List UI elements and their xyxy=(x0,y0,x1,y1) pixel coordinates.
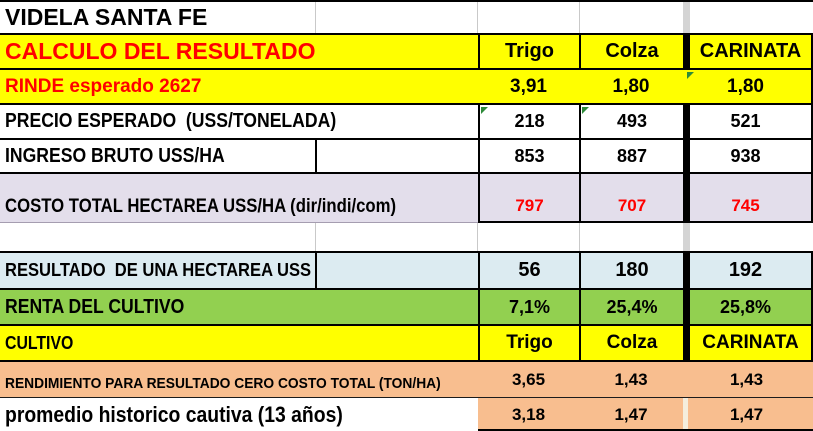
border-line xyxy=(478,429,813,431)
error-indicator-icon xyxy=(481,107,488,114)
gridline xyxy=(477,223,478,251)
cell-ingreso-label[interactable]: INGRESO BRUTO USS/HA xyxy=(5,144,225,167)
col-header-trigo-2[interactable]: Trigo xyxy=(478,326,579,360)
gridline xyxy=(579,223,580,251)
cell-costo-colza[interactable]: 707 xyxy=(579,174,683,223)
col-header-colza[interactable]: Colza xyxy=(579,35,683,68)
cell-title[interactable]: VIDELA SANTA FE xyxy=(0,2,315,33)
row-resultado: RESULTADO DE UNA HECTAREA USS 56 180 192 xyxy=(0,251,813,288)
cell-resultado-carinata[interactable]: 192 xyxy=(690,253,813,288)
gridline xyxy=(579,2,580,33)
gridline xyxy=(315,223,316,251)
section-title: CALCULO DEL RESULTADO xyxy=(5,38,316,64)
cell-resultado-colza[interactable]: 180 xyxy=(579,253,683,288)
row-rinde: RINDE esperado 2627 3,91 1,80 1,80 xyxy=(0,68,813,103)
cell-ingreso-trigo[interactable]: 853 xyxy=(478,140,579,172)
cell-precio-label[interactable]: PRECIO ESPERADO (USS/TONELADA) xyxy=(5,110,337,132)
cell-empty[interactable] xyxy=(315,253,478,288)
cell-renta-trigo[interactable]: 7,1% xyxy=(478,290,579,324)
row-cultivo: CULTIVO Trigo Colza CARINATA xyxy=(0,324,813,360)
column-divider xyxy=(683,290,690,324)
values-fill xyxy=(478,398,813,431)
gridline xyxy=(477,2,478,33)
cell-renta-label[interactable]: RENTA DEL CULTIVO xyxy=(5,295,185,318)
border-line xyxy=(0,222,478,223)
column-divider xyxy=(683,35,690,68)
column-divider xyxy=(683,326,690,360)
row-title: VIDELA SANTA FE xyxy=(0,0,813,33)
row-ingreso: INGRESO BRUTO USS/HA 853 887 938 xyxy=(0,138,813,172)
row-renta: RENTA DEL CULTIVO 7,1% 25,4% 25,8% xyxy=(0,288,813,324)
row-precio: PRECIO ESPERADO (USS/TONELADA) 218 493 5… xyxy=(0,103,813,138)
cell-precio-carinata[interactable]: 521 xyxy=(690,105,813,138)
cell-renta-carinata[interactable]: 25,8% xyxy=(690,290,813,324)
cell-precio-trigo[interactable]: 218 xyxy=(478,105,579,138)
cell-costo-carinata[interactable]: 745 xyxy=(690,174,813,223)
cell-rinde-label[interactable]: RINDE esperado 2627 xyxy=(5,75,202,97)
error-indicator-icon xyxy=(582,107,589,114)
column-divider xyxy=(683,174,690,223)
column-divider xyxy=(683,140,690,172)
cell-empty[interactable] xyxy=(315,140,478,172)
column-divider xyxy=(683,253,690,288)
column-divider xyxy=(683,398,688,429)
row-empty[interactable] xyxy=(0,223,813,251)
error-indicator-icon xyxy=(687,72,694,79)
cell-promedio-colza[interactable]: 1,47 xyxy=(614,404,648,424)
cell-rinde-colza[interactable]: 1,80 xyxy=(612,75,650,97)
cell-rendimiento-label[interactable]: RENDIMIENTO PARA RESULTADO CERO COSTO TO… xyxy=(5,375,441,392)
cell-rendimiento-trigo[interactable]: 3,65 xyxy=(511,370,546,389)
cell-costo-trigo[interactable]: 797 xyxy=(478,174,579,223)
col-header-carinata[interactable]: CARINATA xyxy=(690,35,813,68)
cell-resultado-label[interactable]: RESULTADO DE UNA HECTAREA USS xyxy=(5,260,312,280)
cell-rendimiento-carinata[interactable]: 1,43 xyxy=(729,370,764,389)
column-divider xyxy=(683,2,690,33)
row-column-headers: CALCULO DEL RESULTADO Trigo Colza CARINA… xyxy=(0,33,813,68)
gridline xyxy=(315,2,316,33)
cell-promedio-label[interactable]: promedio historico cautiva (13 años) xyxy=(5,401,343,427)
cell-costo-label[interactable]: COSTO TOTAL HECTAREA USS/HA (dir/indi/co… xyxy=(5,196,397,217)
col-header-colza-2[interactable]: Colza xyxy=(579,326,683,360)
border-line xyxy=(478,221,813,223)
cell-resultado-trigo[interactable]: 56 xyxy=(478,253,579,288)
cell-precio-colza[interactable]: 493 xyxy=(579,105,683,138)
page-title: VIDELA SANTA FE xyxy=(5,4,208,30)
cell-rendimiento-colza[interactable]: 1,43 xyxy=(614,370,648,389)
cell-ingreso-colza[interactable]: 887 xyxy=(579,140,683,172)
col-header-trigo[interactable]: Trigo xyxy=(478,35,579,68)
cell-ingreso-carinata[interactable]: 938 xyxy=(690,140,813,172)
column-divider xyxy=(683,105,690,138)
cell-section-header[interactable]: CALCULO DEL RESULTADO xyxy=(0,35,478,68)
row-costo: COSTO TOTAL HECTAREA USS/HA (dir/indi/co… xyxy=(0,172,813,223)
column-divider xyxy=(683,223,690,251)
cell-rinde-trigo[interactable]: 3,91 xyxy=(510,75,547,97)
row-rendimiento: RENDIMIENTO PARA RESULTADO CERO COSTO TO… xyxy=(0,360,813,397)
cell-cultivo-label[interactable]: CULTIVO xyxy=(5,332,74,353)
cell-promedio-carinata[interactable]: 1,47 xyxy=(729,404,764,424)
cell-rinde-carinata[interactable]: 1,80 xyxy=(690,70,813,103)
col-header-carinata-2[interactable]: CARINATA xyxy=(690,326,813,360)
cell-renta-colza[interactable]: 25,4% xyxy=(579,290,683,324)
cell-promedio-trigo[interactable]: 3,18 xyxy=(511,404,546,424)
row-promedio: promedio historico cautiva (13 años) 3,1… xyxy=(0,397,813,431)
